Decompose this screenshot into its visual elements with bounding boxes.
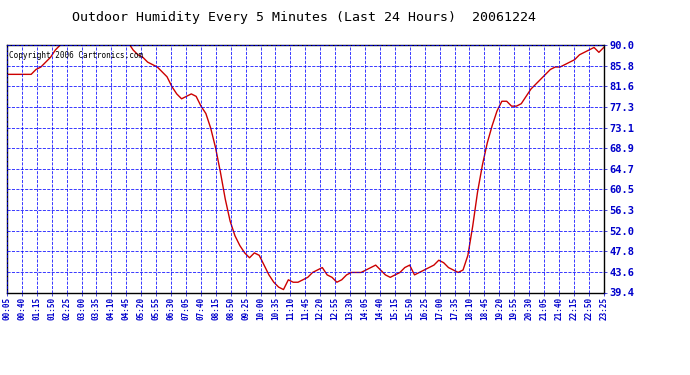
Text: Copyright 2006 Cartronics.com: Copyright 2006 Cartronics.com <box>9 51 143 60</box>
Text: Outdoor Humidity Every 5 Minutes (Last 24 Hours)  20061224: Outdoor Humidity Every 5 Minutes (Last 2… <box>72 11 535 24</box>
